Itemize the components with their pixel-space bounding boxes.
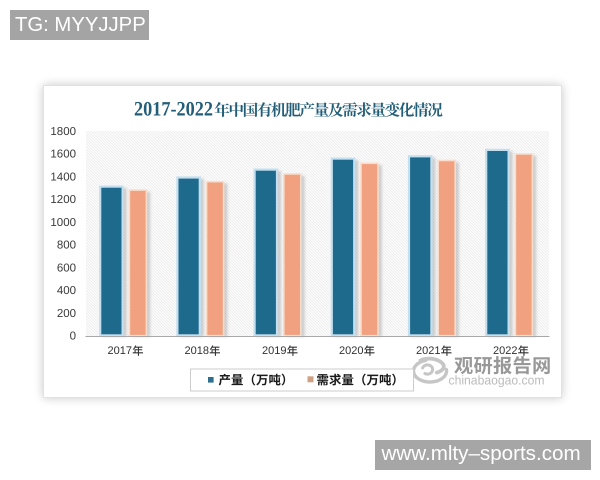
svg-text:800: 800 (57, 240, 76, 252)
svg-text:2017-2022: 2017-2022 (134, 99, 213, 121)
svg-text:400: 400 (57, 285, 76, 297)
svg-text:2019: 2019 (262, 345, 286, 357)
svg-text:chinabaogao.com: chinabaogao.com (449, 373, 545, 388)
svg-text:600: 600 (57, 263, 76, 275)
svg-text:200: 200 (57, 308, 76, 320)
svg-text:2020: 2020 (339, 345, 363, 357)
svg-text:2017: 2017 (108, 345, 132, 357)
svg-text:1200: 1200 (50, 194, 76, 206)
svg-text:1000: 1000 (50, 217, 76, 229)
svg-text:1800: 1800 (50, 126, 76, 138)
svg-text:1600: 1600 (50, 149, 76, 161)
svg-text:0: 0 (70, 331, 76, 343)
svg-text:2018: 2018 (185, 345, 209, 357)
svg-text:2021: 2021 (416, 345, 440, 357)
svg-text:2022: 2022 (493, 345, 517, 357)
svg-text:1400: 1400 (50, 172, 76, 184)
